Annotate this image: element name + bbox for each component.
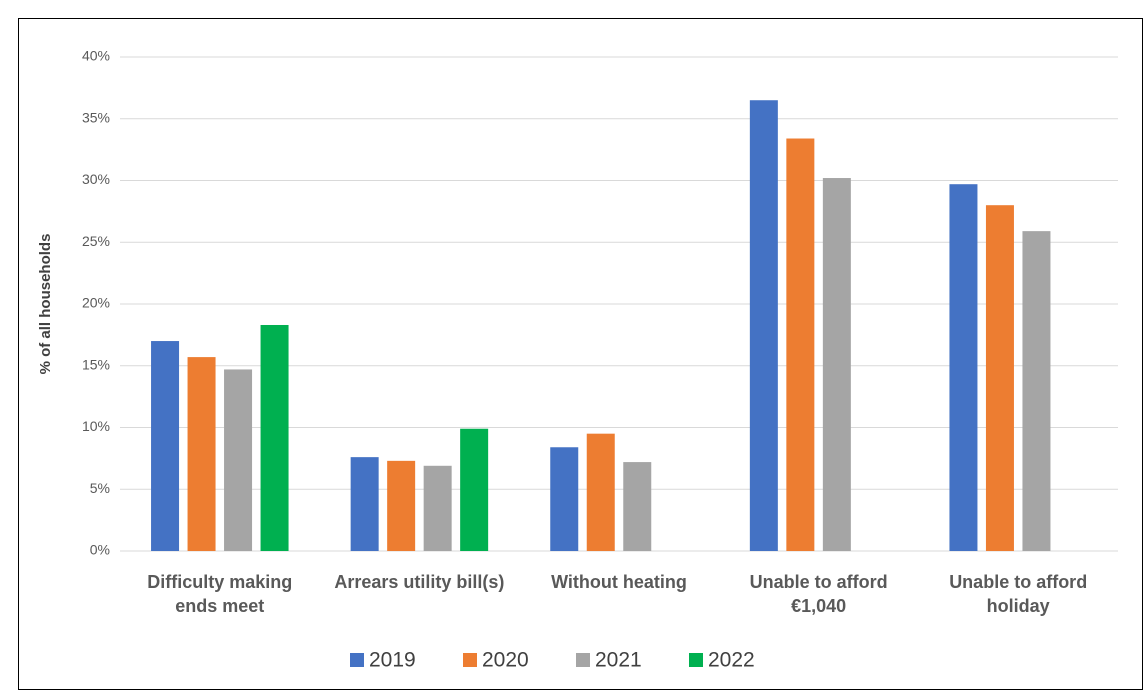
y-tick-label: 35% [82,109,110,125]
bar [786,138,815,551]
x-tick-label: Without heating [551,572,687,592]
bar [151,341,180,551]
bar [224,369,253,551]
y-tick-label: 20% [82,295,110,311]
legend-label: 2020 [482,649,529,672]
y-tick-label: 0% [90,542,110,558]
bar [187,357,216,551]
y-tick-label: 30% [82,171,110,187]
bar [423,465,452,551]
bar [387,460,416,551]
x-tick-label: Difficulty making ends meet [147,572,293,616]
legend-label: 2019 [369,649,416,672]
y-tick-label: 25% [82,233,110,249]
legend-label: 2021 [595,649,642,672]
bar [822,178,851,551]
bar [460,428,489,551]
legend-swatch [689,653,703,667]
bar [586,433,615,551]
y-tick-label: 40% [82,48,110,64]
y-tick-label: 10% [82,418,110,434]
x-tick-label: Unable to afford holiday [949,572,1088,616]
bar [985,205,1014,551]
y-axis-title: % of all households [37,234,54,375]
bar [1022,231,1051,551]
bar [749,100,778,551]
bar [949,184,978,551]
y-tick-label: 5% [90,480,110,496]
legend-swatch [576,653,590,667]
chart-border [18,18,1143,690]
bar [550,447,579,551]
bar [260,324,289,551]
legend-label: 2022 [708,649,755,672]
bar [623,462,652,551]
x-tick-label: Arrears utility bill(s) [334,572,505,592]
y-tick-label: 15% [82,356,110,372]
bar [350,457,379,551]
legend-swatch [463,653,477,667]
x-tick-label: Unable to afford €1,040 [749,572,888,616]
legend-swatch [350,653,364,667]
